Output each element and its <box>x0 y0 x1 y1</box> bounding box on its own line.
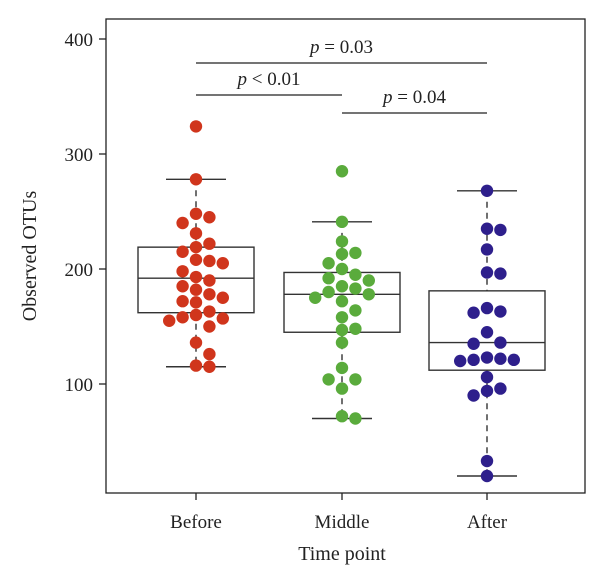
data-point <box>362 288 375 301</box>
data-point <box>322 257 335 270</box>
data-point <box>189 207 203 220</box>
data-point <box>467 389 480 402</box>
data-point <box>349 268 362 281</box>
data-point <box>335 295 349 308</box>
data-point <box>203 211 216 224</box>
data-point <box>335 262 349 276</box>
data-point <box>480 454 494 468</box>
data-point <box>467 306 480 319</box>
data-point <box>362 274 375 287</box>
y-tick-label: 200 <box>65 260 94 281</box>
data-point <box>335 235 349 248</box>
y-tick-label: 300 <box>65 145 94 166</box>
data-point <box>494 382 507 395</box>
data-point <box>349 246 362 260</box>
data-point <box>203 305 216 318</box>
data-point <box>335 311 349 324</box>
data-point <box>335 165 349 178</box>
data-point <box>189 359 203 372</box>
data-point <box>203 254 216 268</box>
data-point <box>309 291 322 304</box>
data-point <box>176 265 189 278</box>
p-value-label: p = 0.04 <box>381 87 446 108</box>
data-point <box>203 320 216 333</box>
data-point <box>189 227 203 240</box>
data-point <box>176 245 189 258</box>
data-point <box>480 184 494 197</box>
data-point <box>467 337 480 350</box>
x-tick-label: Before <box>170 512 222 533</box>
data-point <box>335 361 349 375</box>
data-point <box>335 280 349 293</box>
data-point <box>203 274 216 287</box>
data-point <box>203 347 216 361</box>
data-point <box>494 267 507 280</box>
data-point <box>480 469 494 483</box>
y-tick-label: 100 <box>65 375 94 396</box>
data-point <box>494 305 507 318</box>
data-point <box>494 336 507 349</box>
data-point <box>480 370 494 384</box>
box-iqr <box>428 290 546 371</box>
data-point <box>189 120 203 133</box>
data-point <box>335 215 349 229</box>
data-point <box>322 272 335 285</box>
data-point <box>163 314 176 327</box>
data-point <box>189 296 203 309</box>
data-point <box>335 336 349 349</box>
data-point <box>203 288 216 301</box>
data-point <box>203 360 216 373</box>
p-value-label: p = 0.03 <box>308 37 373 58</box>
data-point <box>349 322 362 335</box>
x-tick-label: Middle <box>315 512 370 533</box>
data-point <box>335 323 349 337</box>
p-value-label: p < 0.01 <box>236 69 301 90</box>
data-point <box>480 222 494 235</box>
data-point <box>216 257 229 270</box>
data-point <box>216 291 229 304</box>
data-point <box>176 295 189 308</box>
data-point <box>189 308 203 322</box>
data-point <box>322 285 335 299</box>
data-point <box>203 237 216 250</box>
data-point <box>349 412 362 425</box>
data-point <box>349 282 362 295</box>
data-point <box>480 243 494 256</box>
data-point <box>480 301 494 315</box>
data-point <box>480 326 494 339</box>
data-point <box>189 336 203 349</box>
data-point <box>480 351 494 364</box>
data-point <box>189 173 203 186</box>
x-tick-label: After <box>467 512 508 533</box>
data-point <box>335 247 349 261</box>
x-axis-title: Time point <box>298 543 386 565</box>
data-point <box>322 373 335 386</box>
data-point <box>189 240 203 254</box>
data-point <box>176 216 189 230</box>
data-point <box>494 223 507 237</box>
data-point <box>216 312 229 325</box>
data-point <box>467 353 480 367</box>
data-point <box>335 410 349 423</box>
data-point <box>189 253 203 266</box>
data-point <box>176 311 189 324</box>
data-point <box>480 384 494 398</box>
data-point <box>507 353 520 367</box>
plot-frame <box>105 18 586 494</box>
data-point <box>454 354 467 368</box>
y-axis-title: Observed OTUs <box>19 191 41 322</box>
data-point <box>189 270 203 284</box>
data-point <box>189 283 203 296</box>
y-tick-label: 400 <box>65 30 94 51</box>
data-point <box>494 352 507 365</box>
data-point <box>349 304 362 317</box>
data-point <box>480 266 494 279</box>
data-point <box>335 382 349 395</box>
data-point <box>349 373 362 386</box>
data-point <box>176 280 189 293</box>
